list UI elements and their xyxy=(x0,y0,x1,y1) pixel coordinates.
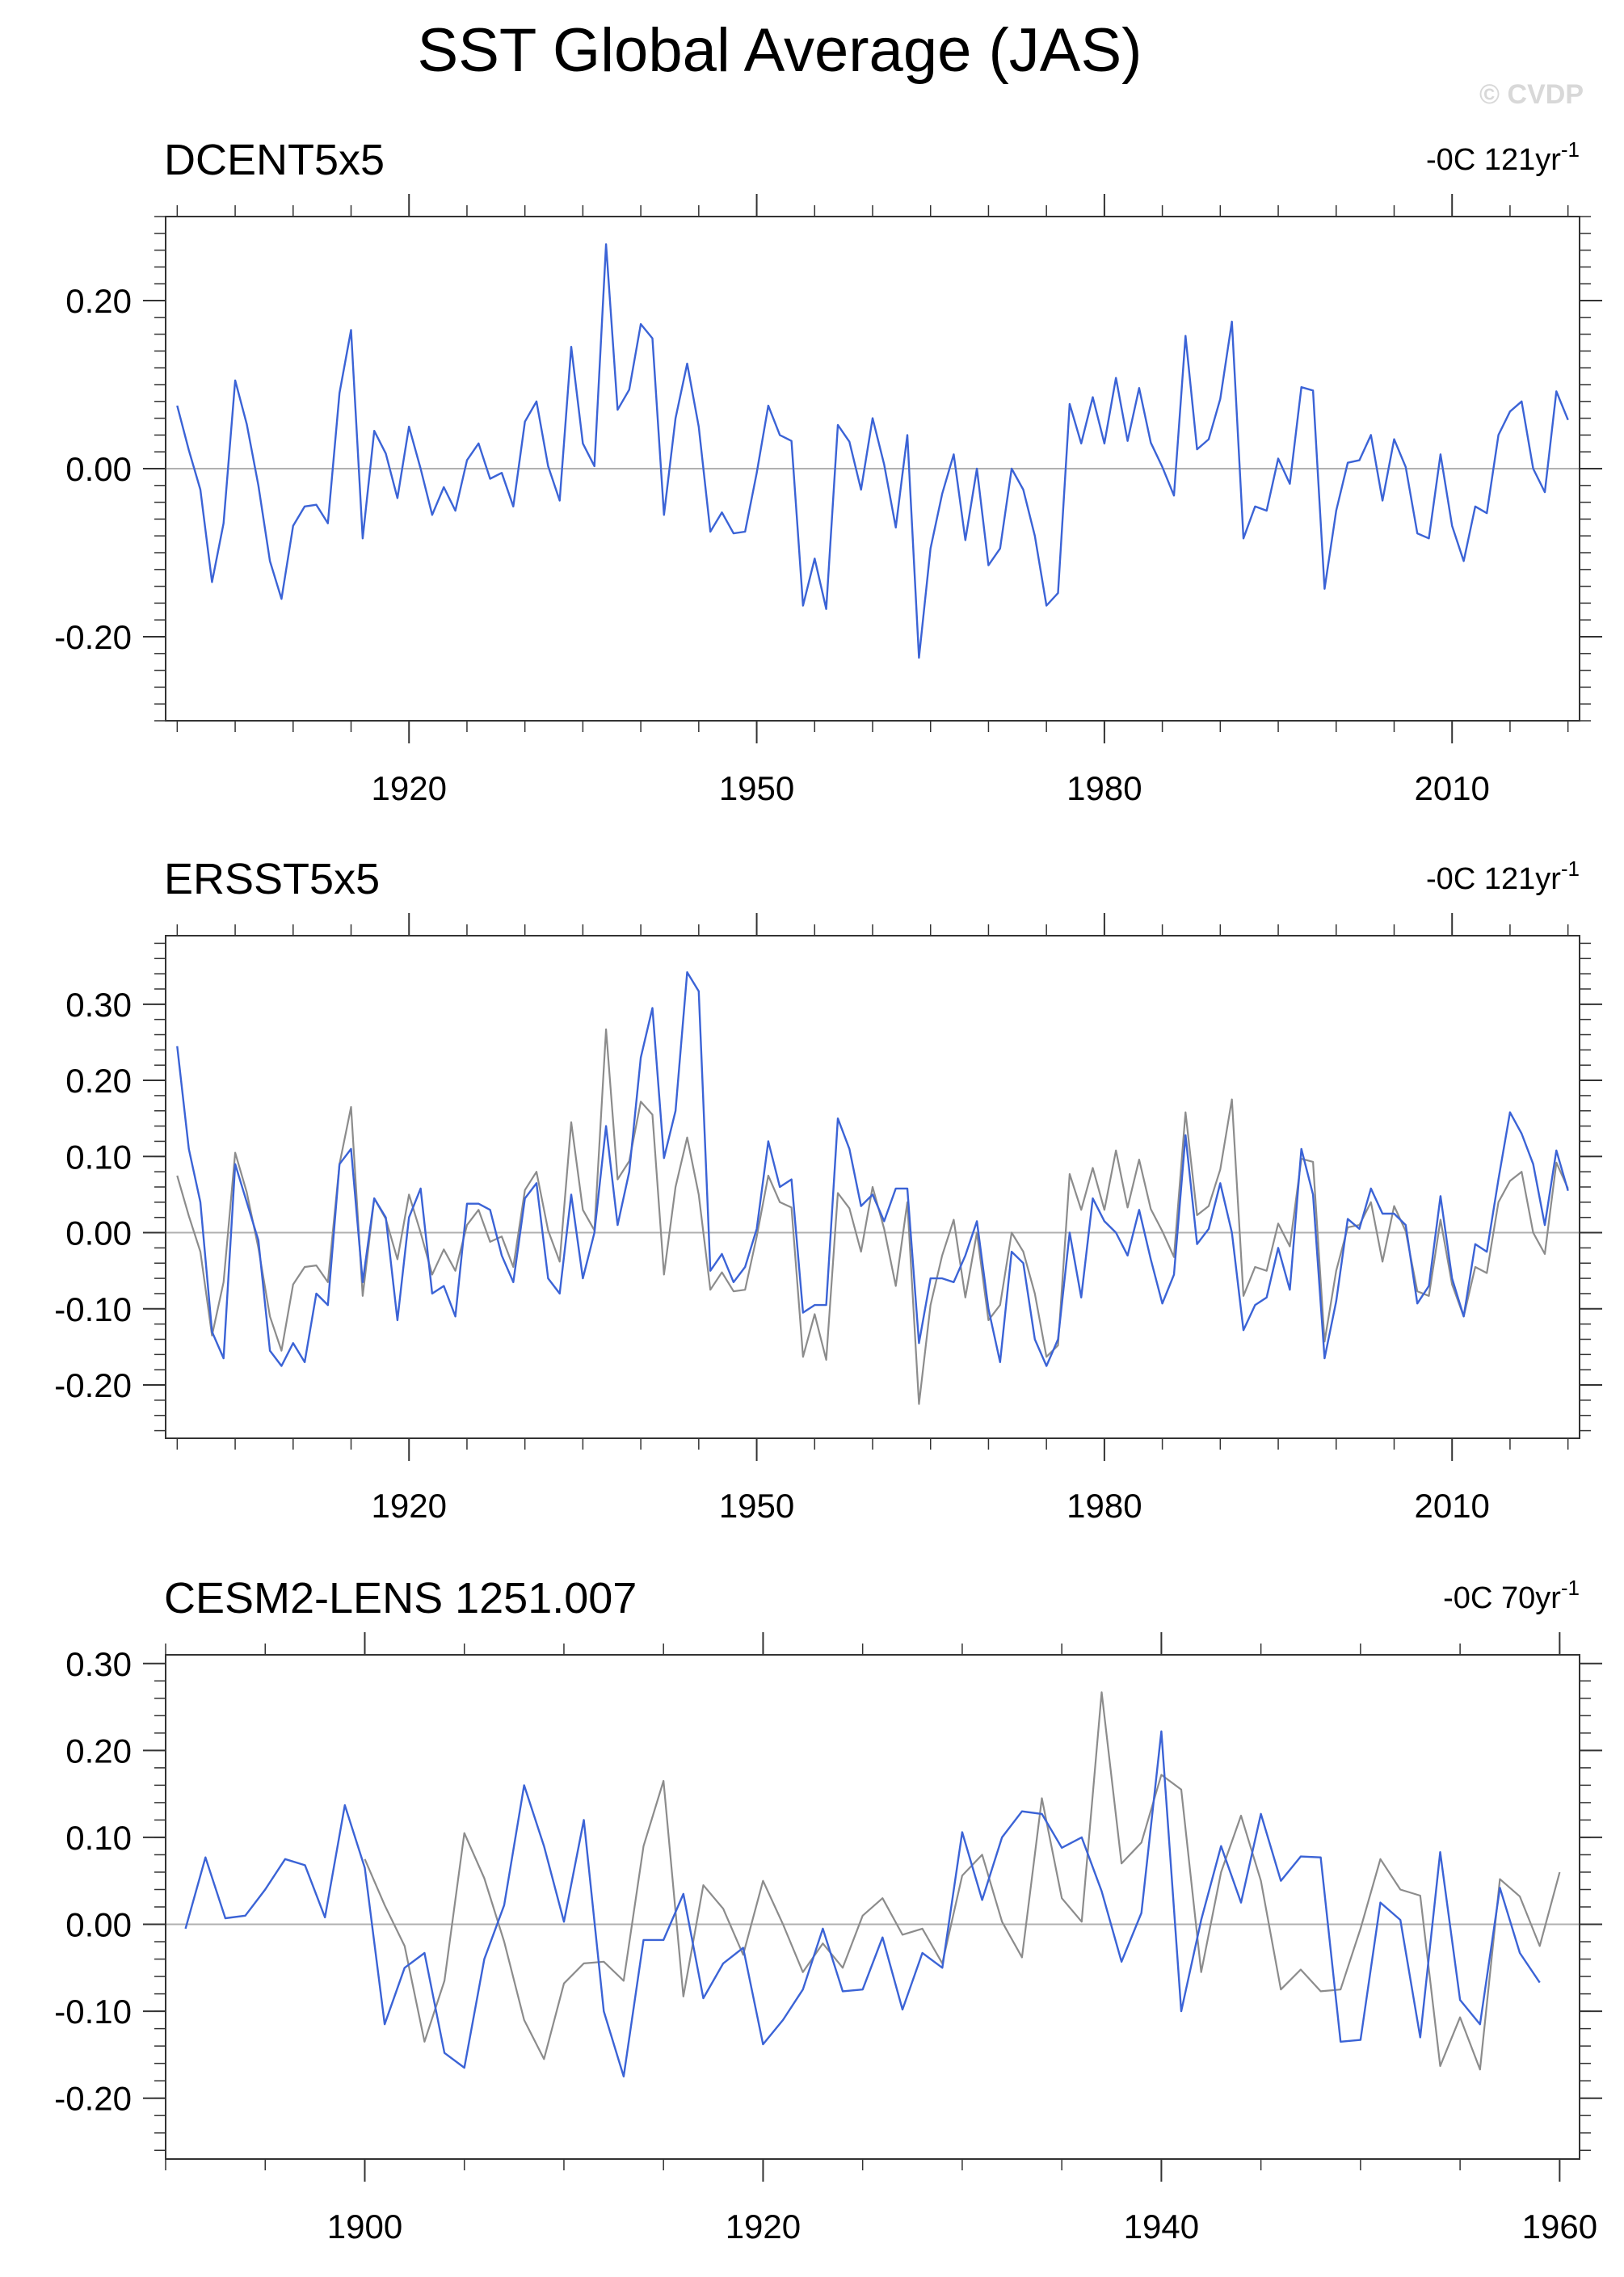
trend-label: -0C 70yr-1 xyxy=(1443,1576,1580,1615)
primary-series-line xyxy=(176,970,1569,1367)
plot-frame xyxy=(165,1654,1580,2160)
trend-label: -0C 121yr-1 xyxy=(1426,857,1580,896)
x-tick-label: 1950 xyxy=(719,1487,794,1525)
x-tick-label: 1920 xyxy=(372,1487,447,1525)
chart-panel-1: DCENT5x5 -0C 121yr-1 -0.20 0.00 0.20 1920 1950… xyxy=(54,136,1602,807)
x-tick-label: 2010 xyxy=(1414,769,1489,807)
y-tick-label: -0.20 xyxy=(54,1366,132,1404)
chart-panel-3: CESM2-LENS 1251.007 -0C 70yr-1 -0.20 -0.10 0… xyxy=(54,1574,1602,2245)
y-tick-label: 0.20 xyxy=(65,1732,132,1770)
y-tick-label: -0.20 xyxy=(54,2080,132,2118)
y-tick-label: 0.30 xyxy=(65,1645,132,1683)
panel-title: DCENT5x5 xyxy=(164,136,385,184)
x-tick-label: 1920 xyxy=(372,769,447,807)
y-tick-label: 0.10 xyxy=(65,1138,132,1176)
trend-label-text: -0C 121yr xyxy=(1426,862,1561,896)
trend-label-superscript: -1 xyxy=(1561,857,1580,881)
y-tick-label: 0.20 xyxy=(65,282,132,320)
x-tick-label: 1940 xyxy=(1124,2208,1199,2245)
y-tick-label: 0.00 xyxy=(65,1906,132,1944)
trend-label-text: -0C 70yr xyxy=(1443,1581,1561,1615)
x-tick-label: 1900 xyxy=(327,2208,402,2245)
reference-series-line xyxy=(364,1691,1561,2071)
trend-label: -0C 121yr-1 xyxy=(1426,137,1580,177)
reference-series-line xyxy=(176,1028,1569,1405)
y-tick-label: 0.20 xyxy=(65,1062,132,1100)
y-tick-label: 0.10 xyxy=(65,1819,132,1857)
trend-label-superscript: -1 xyxy=(1561,1576,1580,1600)
watermark-credit: © CVDP xyxy=(1479,79,1584,110)
y-tick-label: 0.00 xyxy=(65,450,132,488)
x-tick-label: 2010 xyxy=(1414,1487,1489,1525)
y-tick-label: -0.10 xyxy=(54,1290,132,1328)
x-tick-label: 1980 xyxy=(1067,769,1142,807)
x-tick-label: 1980 xyxy=(1067,1487,1142,1525)
y-tick-label: -0.20 xyxy=(54,618,132,656)
trend-label-text: -0C 121yr xyxy=(1426,143,1561,177)
chart-panel-2: ERSST5x5 -0C 121yr-1 -0.20 -0.10 0.00 0.10 0.2… xyxy=(54,855,1602,1525)
x-tick-label: 1920 xyxy=(726,2208,801,2245)
plot-frame xyxy=(165,935,1580,1439)
x-tick-label: 1950 xyxy=(719,769,794,807)
y-tick-label: 0.30 xyxy=(65,986,132,1024)
primary-series-line xyxy=(176,243,1569,659)
y-tick-label: -0.10 xyxy=(54,1993,132,2031)
panel-title: ERSST5x5 xyxy=(164,855,380,903)
plot-frame xyxy=(165,216,1580,722)
y-tick-label: 0.00 xyxy=(65,1214,132,1252)
panel-title: CESM2-LENS 1251.007 xyxy=(164,1574,637,1623)
figure-title: SST Global Average (JAS) xyxy=(418,16,1142,85)
trend-label-superscript: -1 xyxy=(1561,137,1580,162)
x-tick-label: 1960 xyxy=(1522,2208,1597,2245)
primary-series-line xyxy=(184,1730,1541,2078)
